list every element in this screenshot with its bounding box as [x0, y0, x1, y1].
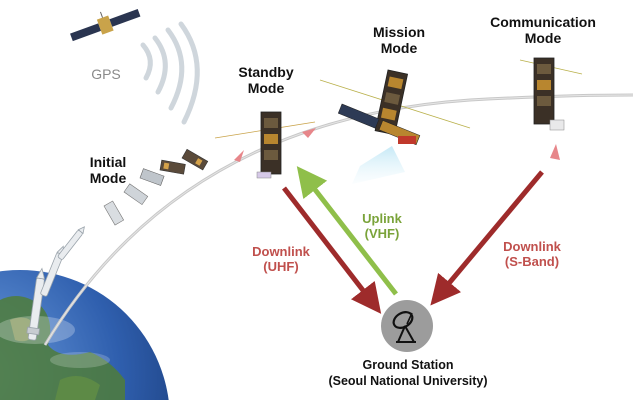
downlink-sband-arrow — [430, 170, 544, 306]
ground-station-institution: (Seoul National University) — [328, 374, 488, 388]
communication-mode-label: Communication Mode — [490, 14, 596, 47]
signal-waves-icon — [140, 21, 200, 125]
ground-station-name: Ground Station — [362, 358, 454, 372]
standby-cubesat-icon — [214, 111, 316, 179]
downlink-sband-label: Downlink (S-Band) — [503, 239, 561, 269]
cubesat-icon — [103, 200, 125, 226]
downlink-uhf-label: Downlink (UHF) — [252, 244, 310, 274]
gps-label: GPS — [91, 66, 121, 82]
uplink-vhf-arrow — [296, 166, 398, 296]
launch-vehicle-icon — [26, 226, 85, 341]
initial-mode-label: Initial Mode — [89, 154, 127, 187]
cubesat-icon — [139, 168, 165, 186]
cubesat-icon — [123, 183, 149, 206]
ground-station-antenna-dish-icon — [381, 300, 433, 352]
uplink-vhf-label: Uplink (VHF) — [362, 211, 402, 241]
cubesat-icon — [181, 148, 209, 171]
standby-mode-label: Standby Mode — [238, 64, 294, 97]
downlink-uhf-arrow — [282, 186, 382, 314]
mission-cubesat-icon — [319, 69, 471, 184]
earth-globe — [0, 270, 169, 400]
communication-cubesat-icon — [519, 57, 583, 160]
initial-mode-cubesat-group — [103, 148, 209, 226]
cubesat-icon — [159, 159, 186, 175]
gps-satellite-icon — [70, 9, 141, 42]
mission-mode-label: Mission Mode — [372, 24, 426, 57]
